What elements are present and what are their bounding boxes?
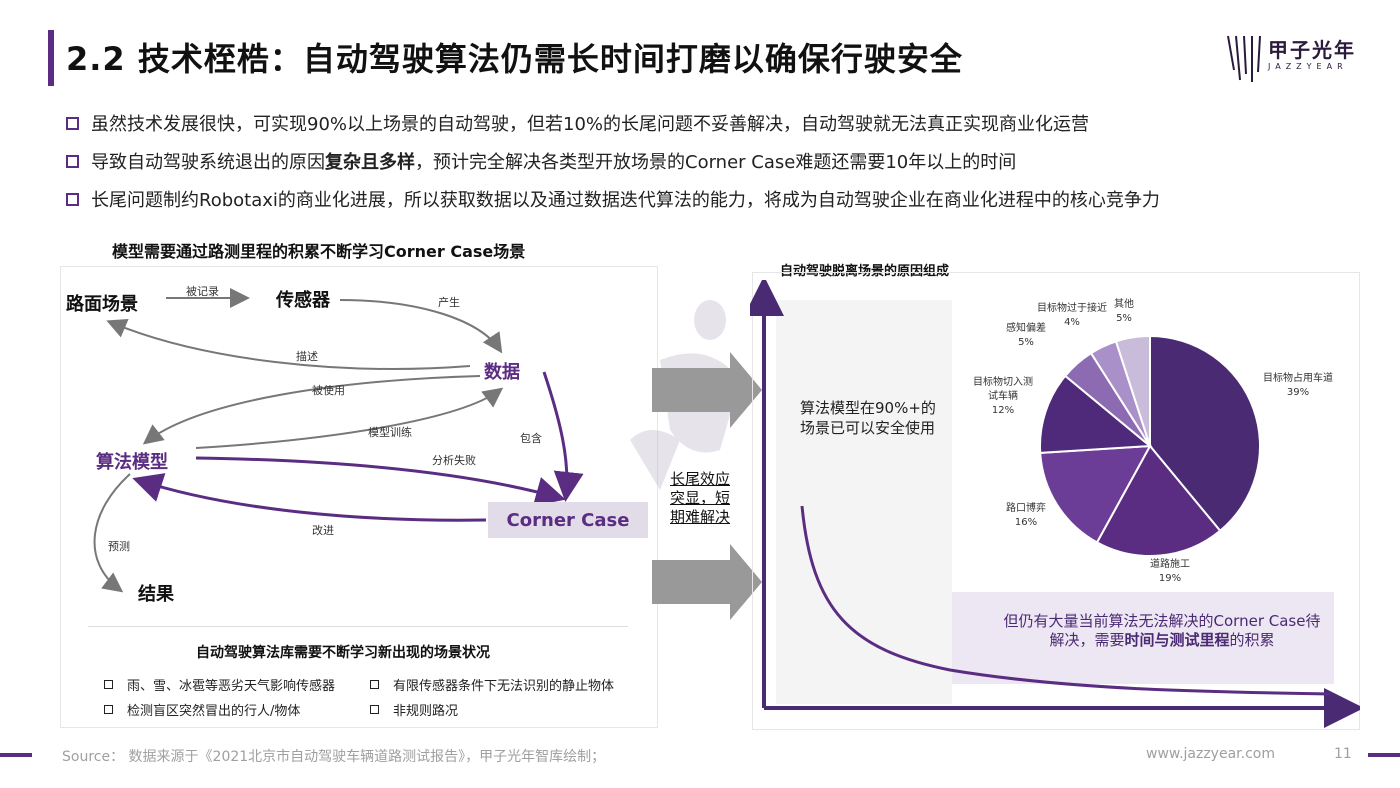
flow-panel [60,266,658,728]
node-algorithm-model: 算法模型 [96,452,168,473]
long-tail-note: 长尾效应突显，短期难解决 [670,470,731,526]
square-bullet-icon [104,705,113,714]
transition-graphic [630,300,762,620]
edge-label-recorded: 被记录 [186,285,219,298]
bullet-text: 虽然技术发展很快，可实现90%以上场景的自动驾驶，但若10%的长尾问题不妥善解决… [91,114,1090,135]
square-bullet-icon [104,680,113,689]
bullet-item: 长尾问题制约Robotaxi的商业化进展，所以获取数据以及通过数据迭代算法的能力… [66,180,1366,218]
square-bullet-icon [66,154,79,168]
square-bullet-icon [66,116,79,130]
node-road-scene: 路面场景 [66,294,138,315]
flow-title: 模型需要通过路测里程的积累不断学习Corner Case场景 [112,242,526,261]
footer-accent-right [1368,753,1400,757]
bullet-item: 虽然技术发展很快，可实现90%以上场景的自动驾驶，但若10%的长尾问题不妥善解决… [66,104,1366,142]
library-item: 有限传感器条件下无法识别的静止物体 [370,675,614,694]
edge-label-train: 模型训练 [368,426,412,439]
logo-subtext: JAZZYEAR [1268,62,1348,71]
pie-label-intersection: 路口博弈 16% [1006,503,1046,528]
pie-label-construction: 道路施工 19% [1150,559,1190,584]
bullet-text: 导致自动驾驶系统退出的原因 [91,152,325,173]
corner-case-box [952,592,1334,684]
bullet-text: 长尾问题制约Robotaxi的商业化进展，所以获取数据以及通过数据迭代算法的能力… [91,190,1160,211]
pie-label-cut-in: 目标物切入测试车辆 12% [973,377,1033,416]
square-bullet-icon [370,680,379,689]
library-item: 非规则路况 [370,700,458,719]
library-item: 雨、雪、冰雹等恶劣天气影响传感器 [104,675,335,694]
long-tail-curve [750,280,1360,728]
pie-label-occupy-lane: 目标物占用车道 39% [1263,373,1333,398]
edge-label-used: 被使用 [312,384,345,397]
edge-label-contain: 包含 [520,432,542,445]
title-accent-bar [48,30,54,86]
logo-text: 甲子光年 [1268,38,1356,62]
node-corner-case: Corner Case [488,502,648,538]
bullet-item: 导致自动驾驶系统退出的原因 复杂且多样 ，预计完全解决各类型开放场景的Corner … [66,142,1366,180]
source-note: Source： 数据来源于《2021北京市自动驾驶车辆道路测试报告》，甲子光年智… [62,749,606,765]
chart-panel [752,272,1360,730]
library-title: 自动驾驶算法库需要不断学习新出现的场景状况 [196,645,490,661]
footer-url: www.jazzyear.com [1146,746,1275,762]
pie-slice-0 [1149,334,1261,533]
edge-label-describe: 描述 [296,350,318,363]
divider [88,626,628,627]
square-bullet-icon [66,192,79,206]
jazzyear-logo [1227,35,1261,82]
pie-slice-2 [1039,444,1152,544]
pie-slice-3 [1039,374,1153,454]
pie-slice-1 [1095,444,1222,557]
corner-case-text: 但仍有大量当前算法无法解决的Corner Case待解决，需要时间与测试里程的积… [1003,612,1321,649]
page-number: 11 [1334,746,1352,762]
pie-label-other: 其他 5% [1114,299,1134,324]
bullet-bold: 复杂且多样 [325,152,415,173]
pie-label-perception: 感知偏差 5% [1006,323,1046,348]
safe-scenario-text: 算法模型在90%+的场景已可以安全使用 [800,399,936,437]
page-title: 2.2 技术桎梏：自动驾驶算法仍需长时间打磨以确保行驶安全 [66,40,963,78]
bullet-list: 虽然技术发展很快，可实现90%以上场景的自动驾驶，但若10%的长尾问题不妥善解决… [66,104,1366,218]
pie-slice-6 [1114,334,1151,447]
chart-title: 自动驾驶脱离场景的原因组成 [780,264,950,279]
node-data: 数据 [484,362,520,383]
node-sensor: 传感器 [276,290,330,311]
library-item: 检测盲区突然冒出的行人/物体 [104,700,300,719]
gray-arrow-icon-2 [652,544,762,620]
node-result: 结果 [138,584,174,605]
gray-arrow-icon [652,352,762,428]
footer-accent-left [0,753,32,757]
pie-label-too-close: 目标物过于接近 4% [1037,303,1107,328]
edge-label-fail: 分析失败 [432,454,476,467]
edge-label-produce: 产生 [438,296,460,309]
square-bullet-icon [370,705,379,714]
edge-label-improve: 改进 [312,524,334,537]
edge-label-predict: 预测 [108,540,130,553]
pie-chart [1039,334,1261,557]
bullet-text-end: ，预计完全解决各类型开放场景的Corner Case难题还需要10年以上的时间 [415,152,1017,173]
